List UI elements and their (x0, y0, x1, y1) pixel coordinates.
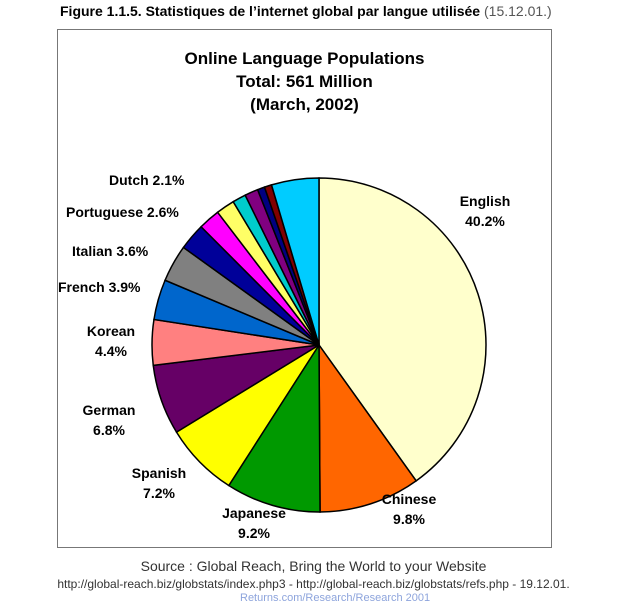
source-caption: Source : Global Reach, Bring the World t… (140, 558, 487, 574)
slice-label-italian: Italian 3.6% (72, 243, 149, 259)
slice-label-french: French 3.9% (58, 279, 141, 295)
slice-label-dutch: Dutch 2.1% (109, 172, 185, 188)
chart-frame: Online Language Populations Total: 561 M… (57, 29, 552, 548)
slice-label-japanese: Japanese 9.2% (222, 505, 286, 541)
slice-label-spanish: Spanish 7.2% (132, 465, 186, 501)
figure-caption-date: (15.12.01.) (484, 3, 552, 19)
slice-label-english: English 40.2% (460, 193, 511, 229)
chart-title-block: Online Language Populations Total: 561 M… (58, 47, 551, 116)
slice-label-german: German 6.8% (83, 402, 136, 438)
chart-total: Total: 561 Million (236, 72, 373, 91)
slice-label-korean: Korean 4.4% (87, 323, 135, 359)
pie-slice-english (318, 177, 487, 482)
pie-slice-japanese (227, 342, 321, 513)
pie-chart: English 40.2% Chinese 9.8% Japanese 9.2% Spani… (58, 172, 511, 541)
chart-title: Online Language Populations (184, 49, 425, 68)
slice-label-portuguese: Portuguese 2.6% (66, 204, 179, 220)
source-urls: http://global-reach.biz/globstats/index.… (57, 577, 570, 591)
slice-label-chinese: Chinese 9.8% (382, 491, 437, 527)
pie-slice-chinese (318, 342, 418, 513)
figure-caption-title: Figure 1.1.5. Statistiques de l’internet… (60, 3, 481, 19)
chart-date: (March, 2002) (250, 95, 359, 114)
figure-caption: Figure 1.1.5. Statistiques de l’internet… (60, 3, 552, 19)
source-link-fragment: Returns.com/Research/Research 2001 (240, 592, 431, 604)
pie-slice-other-15 (270, 177, 320, 346)
